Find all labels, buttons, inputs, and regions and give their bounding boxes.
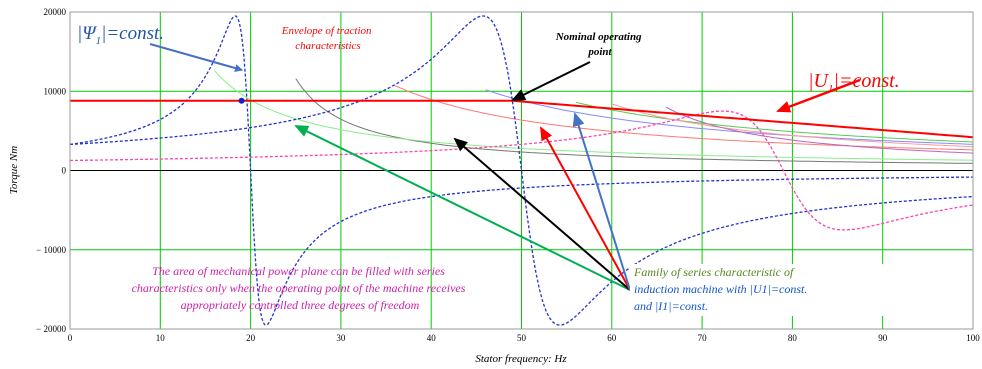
u-rest: |=const. <box>833 70 899 92</box>
psi-operating-point <box>238 97 245 104</box>
nominal-line2: point <box>587 46 612 58</box>
nominal-arrow <box>511 61 591 101</box>
y-tick-label: 0 <box>62 166 67 176</box>
y-tick-label: 20000 <box>44 7 67 17</box>
x-axis-label: Stator frequency: Hz <box>475 353 567 365</box>
family-note-bg <box>630 264 892 316</box>
torque-speed-curve <box>70 110 973 231</box>
u-const-label: |U1|=const. <box>808 70 900 95</box>
axis-ticks: 0 10 20 30 40 50 60 70 80 90 100 − 20000 − 10000 0 100… <box>36 7 980 343</box>
x-tick-label: 90 <box>878 333 888 343</box>
envelope-line2: characteristics <box>295 40 360 52</box>
y-axis-label: Torque Nm <box>8 146 20 194</box>
x-tick-label: 100 <box>966 333 980 343</box>
family-line2b: |=const. <box>768 282 808 296</box>
psi-rest: |=const. <box>101 23 164 44</box>
psi-label: |Ψ <box>77 23 97 44</box>
envelope-line1: Envelope of traction <box>281 25 372 37</box>
family-arrow-blue <box>572 112 631 291</box>
y-tick-label: − 20000 <box>36 324 66 334</box>
torque-speed-curve <box>70 15 973 326</box>
x-tick-label: 20 <box>246 333 256 343</box>
family-line3a: and |I1 <box>634 299 668 313</box>
family-line1: Family of series characteristic of <box>633 265 795 279</box>
x-tick-label: 80 <box>788 333 798 343</box>
x-tick-label: 70 <box>698 333 708 343</box>
series-characteristic-line <box>394 85 973 151</box>
x-tick-label: 40 <box>427 333 437 343</box>
u-const-arrow <box>776 78 861 113</box>
annotation-arrows <box>149 43 861 291</box>
envelope-label: Envelope of traction characteristics <box>281 25 375 52</box>
nominal-label: Nominal operating point <box>555 31 645 58</box>
x-tick-label: 10 <box>156 333 166 343</box>
nominal-line1: Nominal operating <box>555 31 642 43</box>
psi-arrow <box>149 43 243 72</box>
x-tick-label: 60 <box>607 333 617 343</box>
family-arrow-black <box>453 137 631 291</box>
psi-sub: 1 <box>96 35 102 47</box>
traction-envelope-line <box>70 99 973 139</box>
series-characteristic-line <box>665 106 973 154</box>
family-arrow-green <box>294 125 631 291</box>
y-tick-label: 10000 <box>44 86 67 96</box>
family-line2a: induction machine with |U1 <box>634 282 768 296</box>
series-characteristic-line <box>485 89 973 145</box>
x-tick-label: 50 <box>517 333 527 343</box>
series-characteristic-line <box>611 103 973 148</box>
psi-const-label: |Ψ1|=const. <box>77 23 164 47</box>
u-label: |U <box>808 70 829 92</box>
area-line2: characteristics only when the operating … <box>132 281 466 295</box>
series-characteristic-line <box>214 70 973 161</box>
area-line3: appropriately controlled three degrees o… <box>181 298 420 312</box>
area-line1: The area of mechanical power plane can b… <box>152 264 445 278</box>
u-sub: 1 <box>828 83 834 95</box>
family-line3b: |=const. <box>668 299 708 313</box>
series-characteristic-line <box>575 101 973 143</box>
y-tick-label: − 10000 <box>36 245 66 255</box>
area-note: The area of mechanical power plane can b… <box>132 264 469 312</box>
x-tick-label: 30 <box>336 333 346 343</box>
x-tick-label: 0 <box>68 333 73 343</box>
plot-frame <box>69 11 974 330</box>
family-arrow-red <box>540 126 631 291</box>
torque-speed-curve <box>70 15 973 326</box>
family-note: Family of series characteristic of induc… <box>633 265 810 313</box>
plot-area <box>70 15 973 326</box>
